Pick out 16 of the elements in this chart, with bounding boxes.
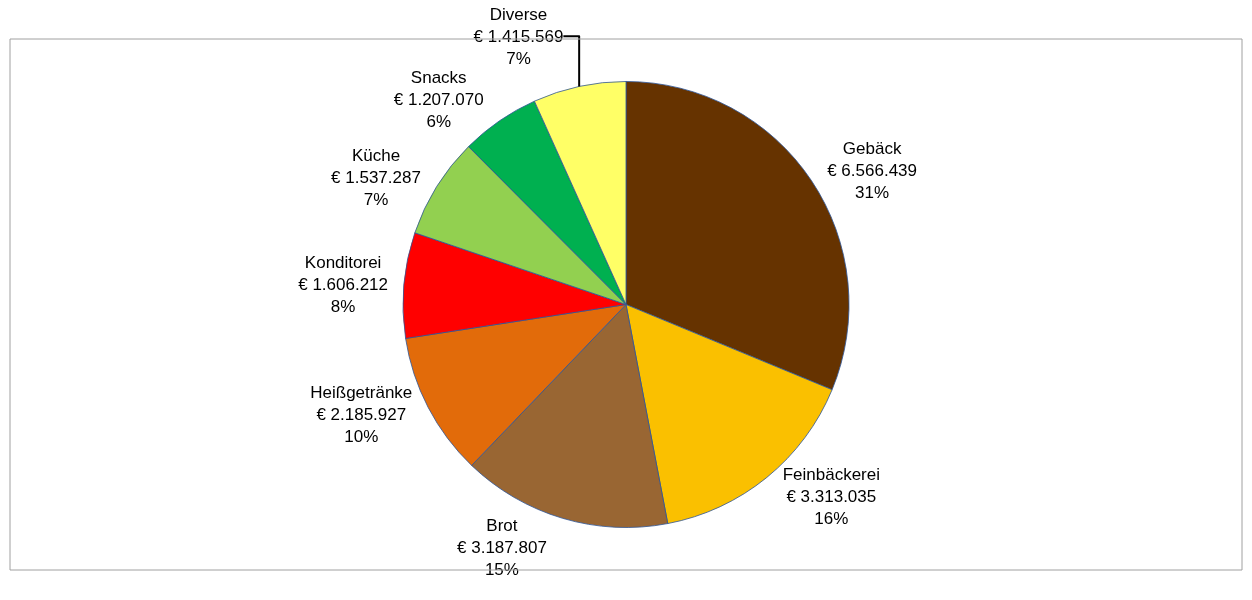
data-label: € 2.185.927 10%: [316, 404, 407, 446]
data-label: € 3.313.035 16%: [786, 486, 877, 529]
slice-label: Feinbäckerei: [782, 464, 880, 484]
slice-label: Brot: [486, 515, 518, 535]
data-label: € 1.537.287 7%: [331, 168, 421, 210]
data-label: € 3.187.807 15%: [457, 537, 547, 579]
slice-label: Gebäck: [842, 139, 902, 159]
slice-label: Snacks: [410, 67, 467, 87]
slice-label: Konditorei: [304, 253, 382, 273]
slice-label: Küche: [351, 146, 401, 166]
slice-label: Diverse: [489, 4, 548, 24]
data-label: € 1.415.569 7%: [473, 26, 564, 68]
data-label: € 1.606.212 8%: [298, 275, 389, 317]
data-label: € 1.207.070 6%: [393, 89, 484, 132]
slice-label: Heißgetränke: [310, 382, 413, 402]
data-label: € 6.566.439 31%: [827, 161, 918, 203]
